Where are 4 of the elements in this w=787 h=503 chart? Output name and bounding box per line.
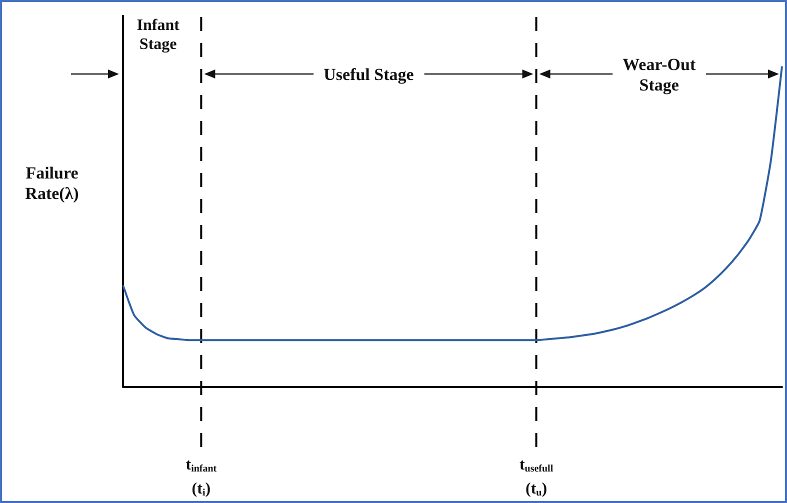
y-axis-title: Failure Rate(λ) — [25, 164, 79, 204]
annotation: Useful Stage — [324, 65, 414, 84]
text: Infant Stage — [136, 17, 180, 54]
annotation: Wear-Out Stage — [622, 55, 696, 94]
